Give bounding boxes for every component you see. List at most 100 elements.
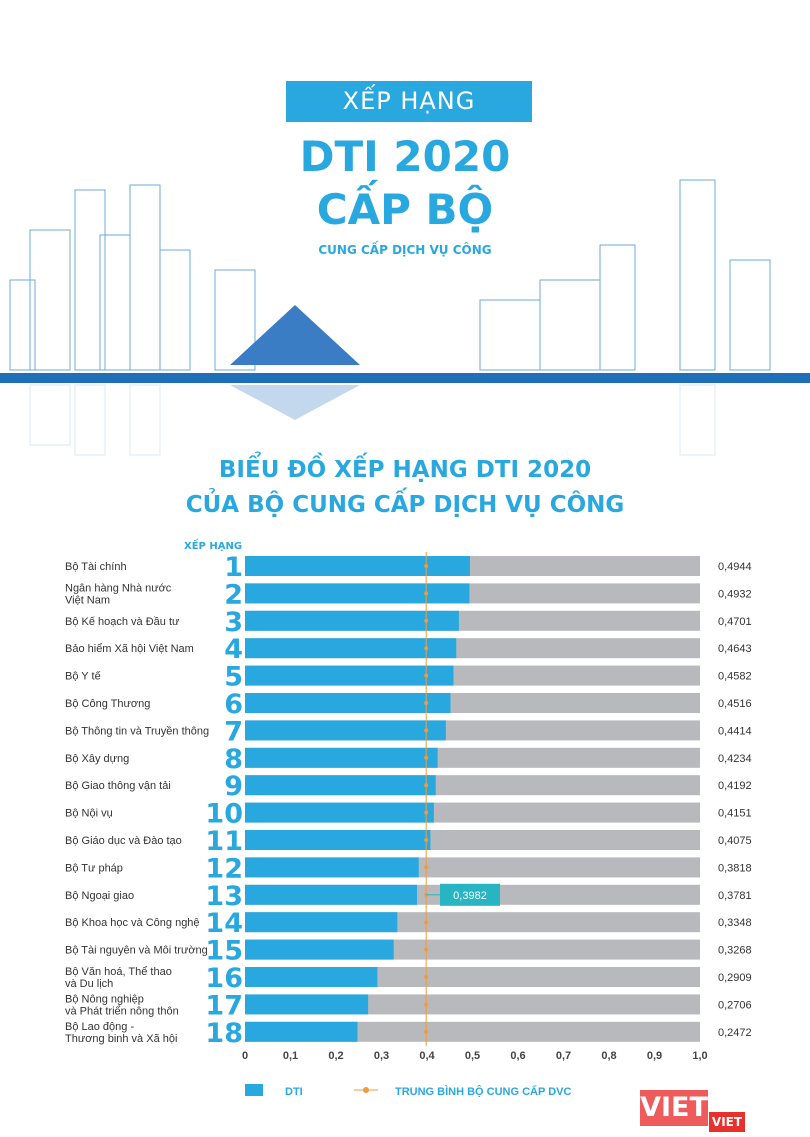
x-tick-label: 0,2 — [328, 1050, 343, 1062]
average-point — [424, 618, 429, 623]
average-point — [424, 591, 429, 596]
category-label: Bộ Nông nghiệp — [65, 993, 144, 1005]
rank-number: 14 — [205, 908, 243, 939]
value-label: 0,3268 — [718, 945, 752, 957]
value-label: 0,3818 — [718, 862, 752, 874]
category-label: Bộ Kế hoạch và Đầu tư — [65, 616, 180, 628]
rank-number: 5 — [224, 662, 243, 693]
bar-dti — [245, 802, 434, 823]
rank-number: 16 — [205, 963, 243, 994]
average-point — [424, 755, 429, 760]
bar-dti — [245, 884, 418, 905]
value-label: 0,2706 — [718, 999, 752, 1011]
value-label: 0,4414 — [718, 725, 752, 737]
rank-number: 18 — [205, 1018, 243, 1049]
bar-dti — [245, 857, 419, 878]
x-tick-label: 1,0 — [692, 1050, 707, 1062]
bar-dti — [245, 693, 451, 713]
average-point — [424, 975, 429, 979]
rank-number: 17 — [205, 990, 243, 1021]
category-label: Bộ Khoa học và Công nghệ — [65, 917, 200, 929]
bar-dti — [245, 665, 454, 686]
average-point — [424, 920, 429, 925]
rank-number: 1 — [224, 552, 243, 583]
city-skyline-illustration — [0, 179, 810, 456]
average-point — [424, 1029, 429, 1034]
category-label: Bộ Tài chính — [65, 561, 127, 573]
bar-dti — [245, 994, 369, 1015]
bar-dti — [245, 775, 436, 796]
rank-number: 6 — [224, 689, 243, 720]
category-label: Bộ Thông tin và Truyền thông — [65, 725, 209, 737]
average-point — [424, 783, 429, 788]
legend-dti-swatch — [245, 1084, 263, 1096]
chart-title-line2: CỦA BỘ CUNG CẤP DỊCH VỤ CÔNG — [185, 492, 625, 518]
average-point — [424, 564, 429, 568]
value-label: 0,2909 — [718, 972, 752, 984]
category-label: Bộ Giao thông vận tải — [65, 780, 171, 792]
x-tick-label: 0,7 — [556, 1050, 571, 1062]
category-label: Bộ Y tế — [65, 671, 101, 683]
bar-dti — [245, 720, 446, 741]
average-callout — [440, 883, 500, 906]
bar-dti — [245, 1021, 358, 1042]
category-label: Thương binh và Xã hội — [65, 1033, 177, 1045]
bar-track — [245, 1021, 700, 1042]
category-label: Bộ Nội vụ — [65, 808, 113, 820]
category-label: Bộ Xây dựng — [65, 753, 129, 765]
value-label: 0,3348 — [718, 917, 752, 929]
category-label: và Phát triển nông thôn — [65, 1005, 179, 1017]
category-label: Bộ Tư pháp — [65, 862, 123, 874]
average-point — [424, 865, 429, 870]
rank-number: 4 — [224, 634, 243, 665]
average-point — [424, 701, 429, 705]
legend-average-label: TRUNG BÌNH BỘ CUNG CẤP DVC — [395, 1085, 571, 1098]
x-tick-label: 0,9 — [647, 1050, 662, 1062]
legend-dti-label: DTI — [285, 1086, 303, 1098]
category-label: Bộ Công Thương — [65, 698, 150, 710]
x-tick-label: 0,1 — [283, 1050, 298, 1062]
x-tick-label: 0,4 — [419, 1050, 435, 1062]
average-point — [424, 646, 429, 651]
average-point — [424, 673, 429, 678]
rank-number: 8 — [224, 744, 243, 775]
bar-dti — [245, 583, 470, 604]
rank-number: 11 — [205, 826, 243, 857]
average-point — [424, 810, 429, 815]
value-label: 0,4582 — [718, 671, 752, 683]
category-label: và Du lịch — [65, 978, 113, 990]
rank-number: 2 — [224, 579, 243, 610]
x-tick-label: 0,3 — [374, 1050, 389, 1062]
subtitle: CUNG CẤP DỊCH VỤ CÔNG — [318, 243, 492, 257]
category-label: Bộ Tài nguyên và Môi trường — [65, 945, 208, 957]
value-label: 0,4932 — [718, 588, 752, 600]
x-tick-label: 0,8 — [601, 1050, 616, 1062]
title-cap-bo: CẤP BỘ — [316, 185, 494, 234]
bar-dti — [245, 830, 431, 850]
average-point — [424, 1002, 429, 1007]
category-label: Bộ Ngoại giao — [65, 890, 134, 902]
category-label: Bộ Văn hoá, Thể thao — [65, 966, 172, 978]
title-dti: DTI 2020 — [299, 132, 511, 181]
bar-dti — [245, 638, 457, 659]
category-label: Ngân hàng Nhà nước — [65, 582, 172, 594]
legend-average-marker — [363, 1087, 369, 1093]
x-tick-label: 0,5 — [465, 1050, 480, 1062]
x-tick-label: 0 — [242, 1050, 248, 1062]
category-label: Bộ Giáo dục và Đào tạo — [65, 835, 182, 847]
rank-number: 9 — [224, 771, 243, 802]
value-label: 0,4151 — [718, 808, 752, 820]
category-label: Việt Nam — [65, 594, 110, 606]
bar-dti — [245, 912, 398, 933]
x-tick-label: 0,6 — [510, 1050, 525, 1062]
value-label: 0,4944 — [718, 561, 752, 573]
chart-title-line1: BIỂU ĐỒ XẾP HẠNG DTI 2020 — [218, 457, 592, 483]
value-label: 0,2472 — [718, 1027, 752, 1039]
bar-dti — [245, 747, 438, 768]
average-point — [424, 838, 429, 842]
rank-number: 12 — [205, 853, 243, 884]
average-point — [424, 728, 429, 733]
value-label: 0,4075 — [718, 835, 752, 847]
rank-header: XẾP HẠNG — [184, 537, 242, 552]
average-callout-label: 0,3982 — [453, 890, 487, 902]
